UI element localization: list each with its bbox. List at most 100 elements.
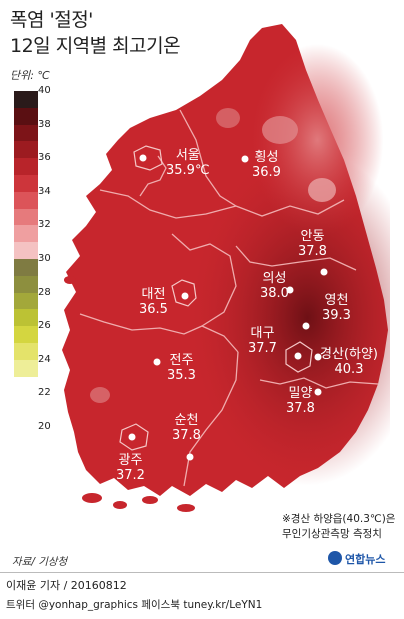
gwangju-boundary: [119, 423, 149, 451]
island: [64, 276, 76, 284]
legend-tick-label: 36: [38, 152, 51, 164]
marker-miryang: [314, 388, 322, 396]
credit-line-1: 이재윤 기자 / 20160812: [6, 579, 127, 592]
divider: [0, 572, 404, 573]
daejeon-boundary: [171, 279, 197, 307]
legend-swatch: [14, 309, 38, 327]
marker-daegu: [294, 352, 302, 360]
island: [177, 504, 195, 512]
city-value: 37.2: [116, 468, 145, 483]
marker-jeonju: [153, 358, 161, 366]
seoul-boundary: [133, 145, 163, 171]
legend-swatch: [14, 242, 38, 259]
city-markers: [128, 154, 328, 461]
legend-tick-label: 40: [38, 85, 51, 96]
city-miryang: 밀양 37.8: [286, 386, 315, 416]
city-seoul: 서울 35.9℃: [166, 148, 210, 178]
daegu-boundary: [285, 341, 313, 373]
legend-tick-label: 32: [38, 219, 51, 231]
legend-swatch: [14, 326, 38, 343]
cool-patch: [308, 178, 336, 202]
city-value: 37.8: [172, 428, 201, 443]
unit-label: 단위: ℃: [10, 69, 50, 82]
city-name: 서울: [175, 148, 200, 163]
city-name: 순천: [174, 413, 199, 428]
marker-uiseong: [286, 286, 294, 294]
yonhap-logo: 연합뉴스: [328, 550, 398, 568]
legend-swatch: [14, 343, 38, 360]
city-value: 37.8: [286, 401, 315, 416]
legend-swatch: [14, 359, 38, 377]
legend-tick-label: 30: [38, 253, 51, 264]
city-value: 39.3: [322, 308, 351, 323]
legend-swatch: [14, 259, 38, 276]
city-daegu: 대구 37.7: [248, 326, 277, 356]
legend-swatch: [14, 191, 38, 209]
marker-gwangju: [128, 433, 136, 441]
marker-suncheon: [186, 453, 194, 461]
city-name: 광주: [118, 453, 143, 468]
city-value: 36.9: [252, 165, 281, 180]
city-andong: 안동 37.8: [298, 229, 327, 259]
city-name: 밀양: [288, 386, 313, 401]
marker-yeongcheon: [302, 322, 310, 330]
city-value: 38.0: [260, 286, 289, 301]
marker-gyeongsan: [314, 353, 322, 361]
legend-swatch: [14, 91, 38, 108]
legend-tick-label: 24: [38, 353, 51, 365]
city-value: 35.3: [167, 368, 196, 383]
legend-swatch: [14, 208, 38, 226]
legend-swatch: [14, 275, 38, 293]
yonhap-logo-icon: [328, 551, 342, 565]
island: [82, 493, 102, 503]
city-uiseong: 의성 38.0: [260, 271, 289, 301]
legend-tick-label: 20: [38, 421, 51, 432]
city-name: 횡성: [254, 150, 279, 165]
city-value: 37.8: [298, 244, 327, 259]
city-yeongcheon: 영천 39.3: [322, 293, 351, 323]
city-name: 안동: [300, 229, 325, 244]
marker-andong: [320, 268, 328, 276]
legend-swatch: [14, 124, 38, 142]
cool-patch: [216, 108, 240, 128]
city-value: 35.9℃: [166, 163, 210, 178]
city-value: 40.3: [334, 362, 364, 377]
city-name: 대전: [141, 287, 166, 302]
legend-swatch: [14, 141, 38, 159]
marker-hoengseong: [241, 155, 249, 163]
city-name: 의성: [262, 271, 287, 286]
legend-swatch: [14, 175, 38, 192]
footnote-line-1: ※경산 하양읍(40.3℃)은: [282, 513, 396, 525]
footnote-line-2: 무인기상관측망 측정치: [282, 528, 382, 540]
yonhap-logo-text: 연합뉴스: [345, 553, 386, 566]
cool-patch: [90, 387, 110, 403]
city-value: 36.5: [139, 302, 168, 317]
city-name: 대구: [250, 326, 275, 341]
city-value: 37.7: [248, 341, 277, 356]
footnote: ※경산 하양읍(40.3℃)은 무인기상관측망 측정치: [282, 512, 395, 542]
island: [142, 496, 158, 504]
source-label: 자료/ 기상청: [12, 556, 68, 568]
island: [113, 501, 127, 509]
legend-swatch: [14, 292, 38, 310]
credit-line-2: 트위터 @yonhap_graphics 페이스북 tuney.kr/LeYN1: [6, 599, 263, 611]
city-name: 영천: [324, 293, 349, 308]
city-daejeon: 대전 36.5: [139, 287, 168, 317]
legend-tick-label: 34: [38, 185, 51, 197]
city-name: 전주: [169, 353, 194, 368]
legend-tick-label: 26: [38, 320, 51, 332]
city-suncheon: 순천 37.8: [172, 413, 201, 443]
marker-seoul: [139, 154, 147, 162]
cool-patch: [262, 116, 298, 144]
legend-tick-label: 28: [38, 286, 51, 298]
city-name: 경산(하양): [320, 347, 378, 362]
city-gyeongsan: 경산(하양) 40.3: [320, 347, 378, 377]
city-jeonju: 전주 35.3: [167, 353, 196, 383]
cool-zone-gradient: [60, 20, 390, 500]
legend-swatch: [14, 107, 38, 125]
legend-swatch: [14, 158, 38, 175]
city-hoengseong: 횡성 36.9: [252, 150, 281, 180]
marker-daejeon: [181, 292, 189, 300]
legend-tick-label: 38: [38, 118, 51, 130]
